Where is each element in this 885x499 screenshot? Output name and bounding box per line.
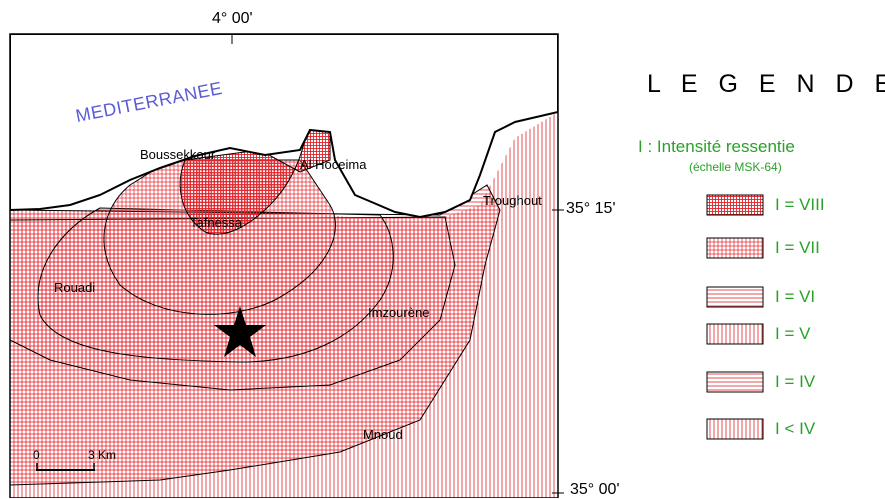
latitude-label-35-00: 35° 00' [570, 481, 620, 498]
zone-intensity-vii [103, 159, 336, 315]
legend-label-iv: I = IV [775, 372, 816, 391]
legend-label-v: I = V [775, 324, 811, 343]
legend-swatch-iv [706, 371, 764, 393]
legend-swatch-viii [706, 194, 764, 216]
legend-swatch-v [706, 323, 764, 345]
latitude-label-35-15: 35° 15' [566, 200, 616, 217]
longitude-label: 4° 00' [212, 10, 253, 27]
legend-subtitle-note: (échelle MSK-64) [689, 160, 782, 174]
scale-start-label: 0 [33, 448, 40, 462]
scale-bar [36, 463, 95, 471]
place-troughout: Troughout [483, 193, 542, 208]
legend-label-vii: I = VII [775, 238, 820, 257]
legend-label-less-iv: I < IV [775, 419, 816, 438]
legend-title: L E G E N D E [647, 70, 885, 98]
place-mnoud: Mnoud [363, 427, 403, 442]
mediterranean-sea [10, 34, 558, 219]
place-boussekkour: Boussekkour [140, 147, 216, 162]
epicenter-star-icon [214, 306, 266, 357]
legend-swatch-vi [706, 286, 764, 308]
legend-swatch-vii [706, 237, 764, 259]
legend-label-vi: I = VI [775, 287, 816, 306]
scale-end-label: 3 Km [88, 448, 117, 462]
legend-subtitle: I : Intensité ressentie [638, 137, 795, 156]
map-frame [9, 33, 559, 498]
legend-swatch-less-iv [706, 418, 764, 440]
place-tafnessa: Tafnessa [190, 215, 243, 230]
legend-label-viii: I = VIII [775, 195, 825, 214]
place-rouadi: Rouadi [54, 280, 96, 295]
place-imzourene: Imzourène [368, 305, 430, 320]
place-al-hoceima: Al Hoceima [300, 157, 367, 172]
